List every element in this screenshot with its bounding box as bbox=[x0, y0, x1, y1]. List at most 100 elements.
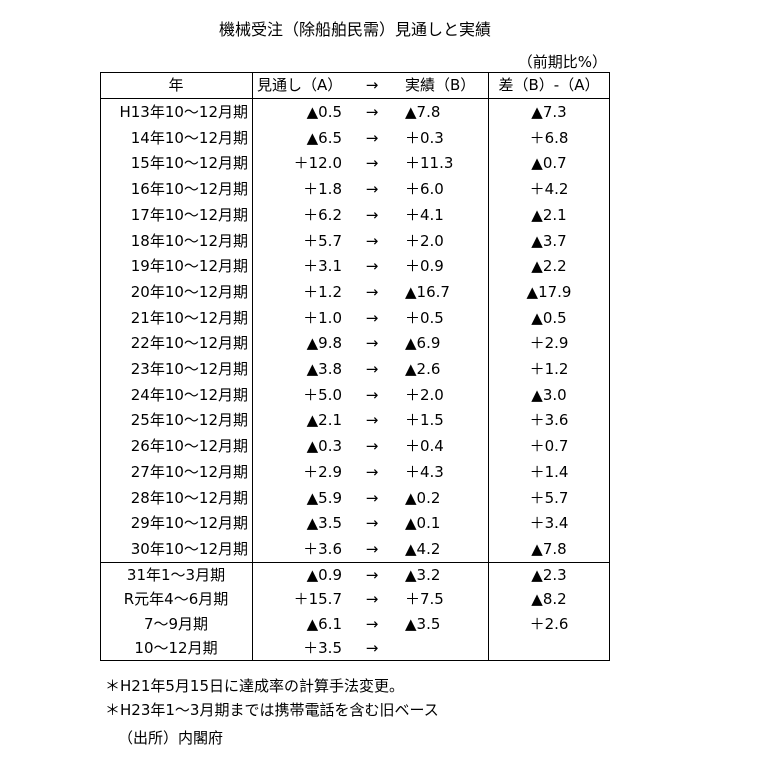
actual: ＋0.3 bbox=[405, 128, 444, 147]
difference: ▲7.8 bbox=[531, 539, 567, 558]
arrow: → bbox=[365, 539, 379, 558]
actual: ＋4.1 bbox=[405, 205, 444, 224]
arrow: → bbox=[365, 103, 379, 121]
period: R元年4～6月期 bbox=[123, 590, 229, 609]
actual: ▲7.8 bbox=[405, 103, 441, 121]
arrow: → bbox=[365, 128, 379, 147]
period: 7～9月期 bbox=[143, 614, 209, 633]
forecast: ▲5.9 bbox=[306, 488, 342, 507]
difference: ＋6.8 bbox=[529, 128, 569, 147]
period: 31年1～3月期 bbox=[126, 566, 226, 584]
arrow: → bbox=[365, 488, 379, 507]
border bbox=[488, 72, 489, 661]
difference: ＋1.2 bbox=[529, 360, 569, 378]
arrow: → bbox=[365, 360, 379, 378]
forecast: ▲6.5 bbox=[306, 128, 342, 147]
forecast: ▲6.1 bbox=[306, 614, 342, 633]
forecast: ＋1.2 bbox=[303, 282, 342, 301]
actual: ＋1.5 bbox=[405, 411, 444, 430]
actual: ＋0.5 bbox=[405, 308, 444, 327]
forecast: ▲0.3 bbox=[306, 437, 342, 456]
period: 22年10～12月期 bbox=[130, 334, 248, 353]
actual: ＋0.4 bbox=[405, 437, 444, 456]
actual: ▲2.6 bbox=[405, 360, 441, 378]
period: 26年10～12月期 bbox=[130, 437, 248, 456]
forecast: ＋3.5 bbox=[303, 638, 342, 657]
unit: （前期比%） bbox=[517, 53, 607, 71]
actual: ▲3.2 bbox=[405, 566, 441, 584]
period: 20年10～12月期 bbox=[130, 282, 248, 301]
period: 25年10～12月期 bbox=[130, 411, 248, 430]
actual: ▲0.2 bbox=[405, 488, 441, 507]
actual: ＋6.0 bbox=[405, 180, 444, 199]
arrow: → bbox=[365, 462, 379, 481]
forecast: ▲0.9 bbox=[306, 566, 342, 584]
arrow: → bbox=[365, 231, 379, 250]
forecast: ＋5.7 bbox=[303, 231, 342, 250]
period: 28年10～12月期 bbox=[130, 488, 248, 507]
difference: ▲3.0 bbox=[531, 385, 567, 404]
header-period: 年 bbox=[168, 76, 184, 94]
border bbox=[100, 562, 610, 563]
difference: ▲2.1 bbox=[531, 205, 567, 224]
arrow: → bbox=[365, 411, 379, 430]
arrow: → bbox=[365, 614, 379, 633]
period: 17年10～12月期 bbox=[130, 205, 248, 224]
actual: ＋0.9 bbox=[405, 257, 444, 276]
period: 16年10～12月期 bbox=[130, 180, 248, 199]
difference: ＋5.7 bbox=[529, 488, 569, 507]
forecast: ▲9.8 bbox=[306, 334, 342, 353]
actual: ▲0.1 bbox=[405, 514, 441, 533]
arrow: → bbox=[365, 514, 379, 533]
forecast: ＋1.0 bbox=[303, 308, 342, 327]
actual: ▲6.9 bbox=[405, 334, 441, 353]
period: 18年10～12月期 bbox=[130, 231, 248, 250]
header-difference: 差（B）-（A） bbox=[498, 76, 600, 94]
difference: ▲2.3 bbox=[531, 566, 567, 584]
arrow: → bbox=[365, 566, 379, 584]
arrow: → bbox=[365, 154, 379, 173]
note: ＊H23年1～3月期までは携帯電話を含む旧ベース bbox=[105, 701, 439, 719]
arrow: → bbox=[365, 385, 379, 404]
period: 23年10～12月期 bbox=[130, 360, 248, 378]
note: ＊H21年5月15日に達成率の計算手法変更。 bbox=[105, 677, 404, 695]
note: （出所）内閣府 bbox=[118, 729, 224, 747]
difference: ＋3.4 bbox=[529, 514, 569, 533]
forecast: ＋1.8 bbox=[303, 180, 342, 199]
forecast: ＋5.0 bbox=[303, 385, 342, 404]
actual: ＋2.0 bbox=[405, 231, 444, 250]
difference: ▲3.7 bbox=[531, 231, 567, 250]
border bbox=[100, 660, 610, 661]
difference: ▲8.2 bbox=[531, 590, 567, 609]
border bbox=[100, 72, 101, 661]
difference: ＋2.9 bbox=[529, 334, 569, 353]
arrow: → bbox=[365, 180, 379, 199]
border bbox=[100, 98, 610, 99]
difference: ▲17.9 bbox=[526, 282, 572, 301]
arrow: → bbox=[365, 334, 379, 353]
arrow: → bbox=[365, 257, 379, 276]
arrow: → bbox=[365, 638, 379, 657]
title: 機械受注（除船舶民需）見通しと実績 bbox=[218, 20, 491, 39]
period: H13年10～12月期 bbox=[119, 103, 248, 121]
difference: ＋3.6 bbox=[529, 411, 569, 430]
arrow: → bbox=[365, 308, 379, 327]
period: 21年10～12月期 bbox=[130, 308, 248, 327]
difference: ＋0.7 bbox=[529, 437, 569, 456]
forecast: ＋3.6 bbox=[303, 539, 342, 558]
arrow: → bbox=[365, 590, 379, 609]
actual: ＋7.5 bbox=[405, 590, 444, 609]
difference: ▲0.7 bbox=[531, 154, 567, 173]
border bbox=[609, 72, 610, 661]
difference: ▲7.3 bbox=[531, 103, 567, 121]
difference: ＋1.4 bbox=[529, 462, 569, 481]
period: 24年10～12月期 bbox=[130, 385, 248, 404]
actual: ＋4.3 bbox=[405, 462, 444, 481]
arrow: → bbox=[365, 205, 379, 224]
period: 29年10～12月期 bbox=[130, 514, 248, 533]
forecast: ▲2.1 bbox=[306, 411, 342, 430]
period: 10～12月期 bbox=[134, 638, 218, 657]
period: 27年10～12月期 bbox=[130, 462, 248, 481]
forecast: ▲3.8 bbox=[306, 360, 342, 378]
forecast: ＋12.0 bbox=[293, 154, 342, 173]
